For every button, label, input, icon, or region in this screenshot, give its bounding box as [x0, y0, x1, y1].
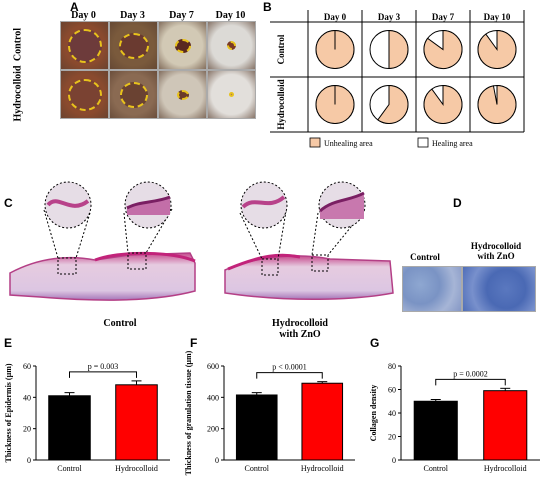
- histology-hydro-label: Hydrocolloid with ZnO: [272, 318, 328, 340]
- panel-label-g: G: [370, 336, 380, 350]
- y-tick-label: 0: [27, 456, 31, 465]
- y-tick-label: 20: [388, 433, 396, 442]
- stain-hydro-image: [462, 266, 536, 312]
- wound-photo: [60, 21, 109, 70]
- pie-group-label: Control: [276, 34, 286, 64]
- wound-outline: [176, 89, 189, 100]
- photo-day-header: Day 3: [120, 10, 145, 21]
- x-tick-label: Hydrocolloid: [484, 464, 527, 473]
- panel-label-a: A: [70, 0, 79, 14]
- wound-outline: [67, 28, 102, 63]
- y-tick-label: 200: [207, 425, 219, 434]
- pie-unhealing-slice: [423, 29, 463, 69]
- photo-group-label: Hydrocolloid: [12, 65, 24, 121]
- y-tick-label: 40: [388, 409, 396, 418]
- wound-outline: [67, 78, 102, 111]
- stain-control-image: [402, 266, 462, 312]
- photo-day-header: Day 10: [215, 10, 246, 21]
- significance-bracket: [69, 371, 137, 378]
- panel-label-e: E: [4, 336, 13, 350]
- chart-collagen: 0 20 40 60 80 Collagen density Control Hydrocol…: [369, 362, 540, 473]
- pie-day-header: Day 10: [484, 12, 511, 22]
- pie-unhealing-slice: [477, 29, 517, 69]
- panel-label-f: F: [190, 336, 198, 350]
- y-axis-label: Thickness of Epidermis (µm): [4, 363, 13, 462]
- histology-control-label: Control: [103, 318, 137, 329]
- bar: [483, 390, 528, 461]
- bar: [115, 384, 158, 461]
- stain-hydro-label: Hydrocolloid with ZnO: [470, 241, 522, 261]
- y-axis-label: Thickness of granulation tissue (µm): [184, 350, 193, 475]
- wound-outline: [119, 81, 148, 108]
- wound-outline: [118, 32, 149, 59]
- wound-photo: [109, 21, 158, 70]
- wound-outline: [227, 41, 236, 50]
- bar: [301, 382, 344, 461]
- legend-healing-swatch: [417, 137, 429, 148]
- wound-photo: [207, 21, 256, 70]
- bar: [235, 394, 278, 461]
- panel-label-b: B: [263, 0, 272, 14]
- pie-unhealing-slice: [388, 29, 409, 70]
- photo-day-header: Day 0: [71, 10, 96, 21]
- histology-control-section: [9, 181, 196, 301]
- significance-bracket: [435, 378, 506, 386]
- bar: [413, 400, 458, 461]
- wound-outline: [174, 38, 191, 53]
- y-tick-label: 600: [207, 362, 219, 371]
- x-tick-label: Control: [245, 464, 270, 473]
- pie-day-header: Day 0: [324, 12, 347, 22]
- pie-day-header: Day 3: [378, 12, 401, 22]
- wound-photo: [60, 70, 109, 119]
- panel-b-healing-pies: Day 0 Day 3 Day 7 Day 10 Control Hydrocolloid…: [270, 10, 525, 148]
- p-value-label: p < 0.0001: [272, 363, 307, 372]
- y-axis-label: Collagen density: [369, 385, 378, 442]
- pie-unhealing-slice: [477, 84, 517, 124]
- p-value-label: p = 0.003: [88, 362, 119, 371]
- chart-granulation: 0 200 400 600 Thickness of granulation tissu…: [184, 350, 355, 475]
- pie-group-label: Hydrocolloid: [276, 79, 286, 129]
- pie-unhealing-slice: [377, 84, 409, 124]
- photo-day-header: Day 7: [169, 10, 194, 21]
- y-tick-label: 60: [388, 386, 396, 395]
- p-value-label: p = 0.0002: [453, 369, 488, 378]
- y-tick-label: 40: [23, 393, 31, 402]
- y-tick-label: 60: [23, 362, 31, 371]
- y-tick-label: 0: [215, 456, 219, 465]
- legend-unhealing-swatch: [309, 137, 321, 148]
- wound-photo: [207, 70, 256, 119]
- x-tick-label: Hydrocolloid: [115, 464, 158, 473]
- y-tick-label: 400: [207, 393, 219, 402]
- x-tick-label: Hydrocolloid: [301, 464, 344, 473]
- y-tick-label: 80: [388, 362, 396, 371]
- legend-healing-label: Healing area: [432, 139, 473, 148]
- wound-outline: [229, 92, 234, 97]
- panel-c-histology: [9, 181, 394, 301]
- significance-bracket: [256, 372, 323, 379]
- wound-photo: [158, 70, 207, 119]
- legend-unhealing-label: Unhealing area: [324, 139, 373, 148]
- y-tick-label: 0: [392, 456, 396, 465]
- stain-control-label: Control: [410, 252, 440, 262]
- y-tick-label: 20: [23, 425, 31, 434]
- histology-hydrocolloid-section: [224, 181, 394, 301]
- wound-photo: [158, 21, 207, 70]
- pie-unhealing-slice: [423, 84, 463, 124]
- panel-label-c: C: [4, 196, 13, 210]
- bar: [48, 395, 91, 461]
- pie-day-header: Day 7: [432, 12, 455, 22]
- x-tick-label: Control: [57, 464, 82, 473]
- wound-photo: [109, 70, 158, 119]
- chart-epidermis: 0 20 40 60 Thickness of Epidermis (µm) Contro…: [4, 362, 170, 473]
- x-tick-label: Control: [424, 464, 449, 473]
- panel-label-d: D: [453, 196, 462, 210]
